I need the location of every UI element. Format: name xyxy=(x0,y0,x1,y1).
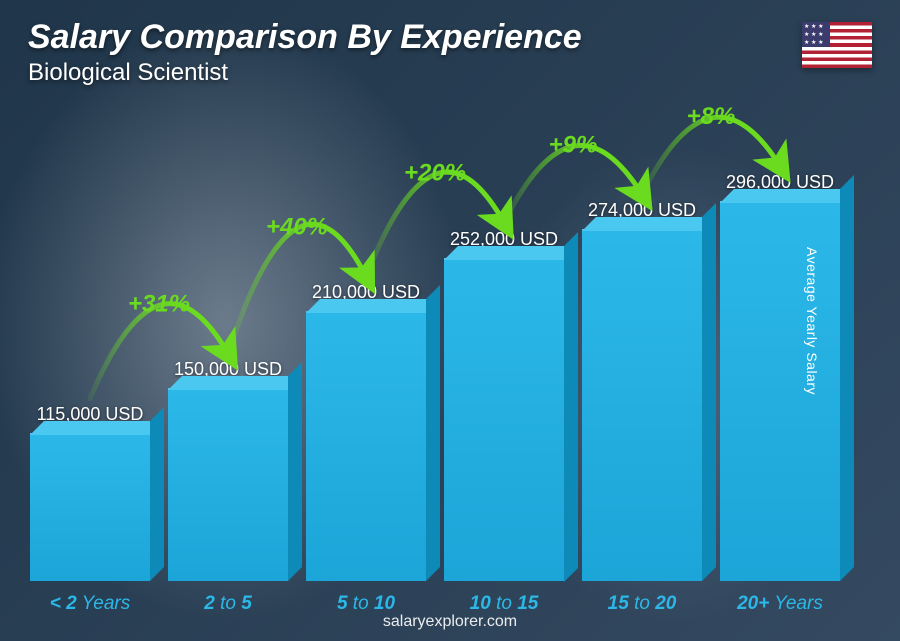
bar xyxy=(306,311,426,581)
bar-category-label: 5 to 10 xyxy=(306,593,426,615)
bar-category-label: 2 to 5 xyxy=(168,593,288,615)
footer-attribution: salaryexplorer.com xyxy=(0,613,900,631)
bar-wrap: 274,000 USD15 to 20 xyxy=(582,200,702,581)
bar xyxy=(720,201,840,581)
salary-bar-chart: 115,000 USD< 2 Years150,000 USD2 to 5210… xyxy=(30,110,840,581)
bar-category-label: < 2 Years xyxy=(30,593,150,615)
page-subtitle: Biological Scientist xyxy=(28,59,872,87)
bar xyxy=(168,388,288,581)
bar-category-label: 15 to 20 xyxy=(582,593,702,615)
bar-wrap: 210,000 USD5 to 10 xyxy=(306,282,426,581)
bar xyxy=(582,229,702,581)
bar-category-label: 10 to 15 xyxy=(444,593,564,615)
bar xyxy=(444,258,564,582)
y-axis-label: Average Yearly Salary xyxy=(804,247,820,395)
header: Salary Comparison By Experience Biologic… xyxy=(28,18,872,87)
bar-wrap: 115,000 USD< 2 Years xyxy=(30,404,150,581)
bar-wrap: 252,000 USD10 to 15 xyxy=(444,229,564,582)
bar-category-label: 20+ Years xyxy=(720,593,840,615)
country-flag-icon xyxy=(802,22,872,68)
page-title: Salary Comparison By Experience xyxy=(28,18,872,57)
bar-wrap: 296,000 USD20+ Years xyxy=(720,172,840,581)
bar-wrap: 150,000 USD2 to 5 xyxy=(168,359,288,581)
bar xyxy=(30,433,150,581)
